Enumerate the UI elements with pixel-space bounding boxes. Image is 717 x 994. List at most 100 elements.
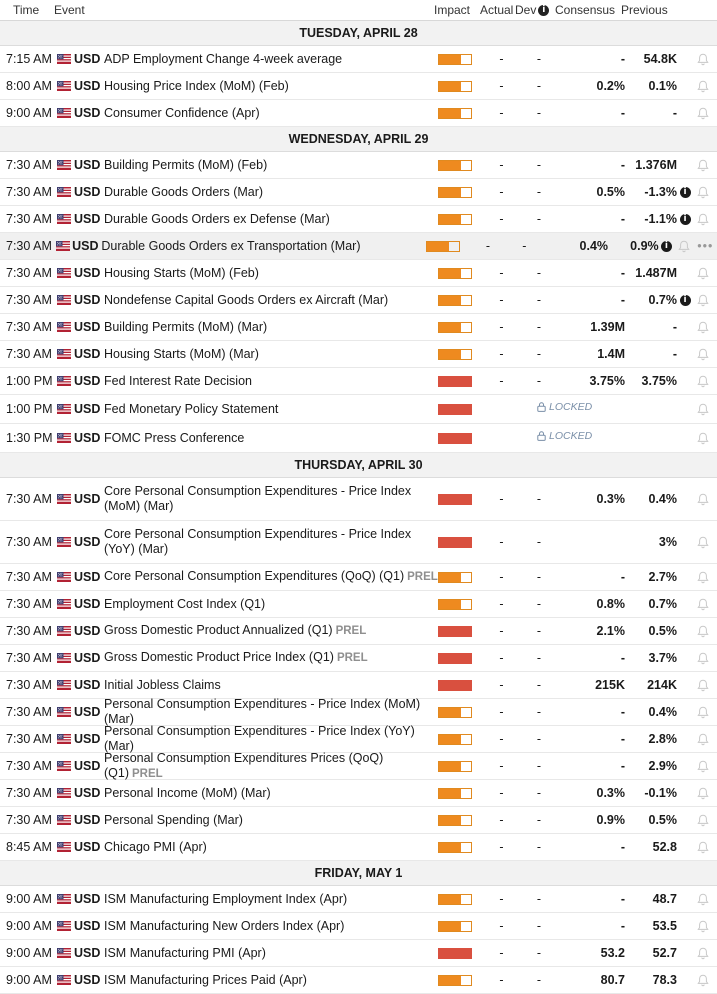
bell-icon[interactable] xyxy=(693,947,713,960)
header-consensus[interactable]: Consensus xyxy=(555,3,616,17)
event-row[interactable]: 8:00 AM USD Housing Price Index (MoM) (Feb… xyxy=(0,73,717,100)
bell-icon[interactable] xyxy=(693,814,713,827)
event-name-cell[interactable]: Building Permits (MoM) (Mar) xyxy=(102,320,438,335)
event-row[interactable]: 7:30 AM USD Housing Starts (MoM) (Feb) - - -1… xyxy=(0,260,717,287)
event-name-cell[interactable]: Gross Domestic Product Price Index (Q1) P… xyxy=(102,650,438,666)
event-name-cell[interactable]: Personal Consumption Expenditures - Pric… xyxy=(102,724,438,754)
bell-icon[interactable] xyxy=(693,107,713,120)
event-name[interactable]: ISM Manufacturing PMI (Apr) xyxy=(104,945,266,960)
header-dev[interactable]: Dev i xyxy=(515,3,555,17)
info-icon[interactable]: i xyxy=(679,213,691,225)
bell-icon[interactable] xyxy=(693,893,713,906)
event-name[interactable]: Core Personal Consumption Expenditures -… xyxy=(104,484,412,513)
info-icon[interactable]: i xyxy=(538,4,550,16)
bell-icon[interactable] xyxy=(693,348,713,361)
event-name[interactable]: Chicago PMI (Apr) xyxy=(104,839,207,854)
event-name-cell[interactable]: Personal Consumption Expenditures Prices… xyxy=(102,751,438,782)
bell-icon[interactable] xyxy=(693,294,713,307)
event-row[interactable]: 7:15 AM USD ADP Employment Change 4-week a… xyxy=(0,46,717,73)
bell-icon[interactable] xyxy=(693,80,713,93)
bell-icon[interactable] xyxy=(674,240,693,253)
event-row[interactable]: 7:30 AM USD Durable Goods Orders ex Defens… xyxy=(0,206,717,233)
event-row[interactable]: 7:30 AM USD Core Personal Consumption Expe… xyxy=(0,478,717,521)
bell-icon[interactable] xyxy=(693,625,713,638)
event-name-cell[interactable]: Consumer Confidence (Apr) xyxy=(102,106,438,121)
event-row[interactable]: 7:30 AM USD Employment Cost Index (Q1) - - 0.… xyxy=(0,591,717,618)
event-name-cell[interactable]: Building Permits (MoM) (Feb) xyxy=(102,158,438,173)
bell-icon[interactable] xyxy=(693,841,713,854)
event-row[interactable]: 9:00 AM USD ISM Manufacturing New Orders I… xyxy=(0,913,717,940)
event-row[interactable]: 9:00 AM USD ISM Manufacturing Employment I… xyxy=(0,886,717,913)
event-name[interactable]: ADP Employment Change 4-week average xyxy=(104,51,343,66)
bell-icon[interactable] xyxy=(693,159,713,172)
event-row[interactable]: 7:30 AM USD Building Permits (MoM) (Feb) - -… xyxy=(0,152,717,179)
bell-icon[interactable] xyxy=(693,974,713,987)
event-name[interactable]: Gross Domestic Product Annualized (Q1) xyxy=(104,623,333,637)
event-name-cell[interactable]: Personal Income (MoM) (Mar) xyxy=(102,786,438,801)
header-previous[interactable]: Previous xyxy=(621,3,668,17)
info-icon[interactable]: i xyxy=(660,240,672,252)
header-actual[interactable]: Actual xyxy=(480,3,514,17)
event-name-cell[interactable]: Housing Price Index (MoM) (Feb) xyxy=(102,79,438,94)
event-name-cell[interactable]: Core Personal Consumption Expenditures (… xyxy=(102,569,438,585)
event-row[interactable]: 8:45 AM USD Chicago PMI (Apr) - - - 52.8 xyxy=(0,834,717,861)
event-row[interactable]: 7:30 AM USD Personal Spending (Mar) - - 0.9% 0… xyxy=(0,807,717,834)
event-name[interactable]: Personal Consumption Expenditures - Pric… xyxy=(104,724,415,753)
event-row[interactable]: 1:00 PM USD Fed Monetary Policy Statement L… xyxy=(0,395,717,424)
bell-icon[interactable] xyxy=(693,375,713,388)
event-row[interactable]: 7:30 AM USD Core Personal Consumption Expe… xyxy=(0,521,717,564)
header-event[interactable]: Event xyxy=(54,3,85,17)
event-row[interactable]: 7:30 AM USD Initial Jobless Claims - - 215K 21… xyxy=(0,672,717,699)
bell-icon[interactable] xyxy=(693,679,713,692)
info-icon[interactable]: i xyxy=(679,186,691,198)
event-name[interactable]: ISM Manufacturing Employment Index (Apr) xyxy=(104,891,348,906)
event-name[interactable]: Fed Interest Rate Decision xyxy=(104,373,252,388)
event-name-cell[interactable]: Initial Jobless Claims xyxy=(102,678,438,693)
event-row[interactable]: 7:30 AM USD Housing Starts (MoM) (Mar) - - 1.… xyxy=(0,341,717,368)
event-row[interactable]: 7:30 AM USD Nondefense Capital Goods Order… xyxy=(0,287,717,314)
bell-icon[interactable] xyxy=(693,493,713,506)
event-name-cell[interactable]: Fed Monetary Policy Statement xyxy=(102,402,438,417)
bell-icon[interactable] xyxy=(693,787,713,800)
event-name[interactable]: ISM Manufacturing New Orders Index (Apr) xyxy=(104,918,345,933)
info-icon[interactable]: i xyxy=(679,294,691,306)
event-name[interactable]: Personal Consumption Expenditures - Pric… xyxy=(104,697,421,726)
event-row[interactable]: 9:00 AM USD Consumer Confidence (Apr) - - - - xyxy=(0,100,717,127)
event-name[interactable]: Durable Goods Orders ex Transportation (… xyxy=(101,238,361,253)
event-name[interactable]: Initial Jobless Claims xyxy=(104,677,221,692)
event-name-cell[interactable]: Core Personal Consumption Expenditures -… xyxy=(102,484,438,514)
event-name-cell[interactable]: ISM Manufacturing Employment Index (Apr) xyxy=(102,892,438,907)
event-name[interactable]: Employment Cost Index (Q1) xyxy=(104,596,266,611)
event-row[interactable]: 7:30 AM USD Core Personal Consumption Expe… xyxy=(0,564,717,591)
event-name[interactable]: Personal Income (MoM) (Mar) xyxy=(104,785,271,800)
event-row[interactable]: 7:30 AM USD Personal Income (MoM) (Mar) - -0… xyxy=(0,780,717,807)
event-name[interactable]: Core Personal Consumption Expenditures -… xyxy=(104,527,412,556)
bell-icon[interactable] xyxy=(693,432,713,445)
event-row[interactable]: 7:30 AM USD Durable Goods Orders ex Transp… xyxy=(0,233,717,260)
bell-icon[interactable] xyxy=(693,706,713,719)
event-name[interactable]: Gross Domestic Product Price Index (Q1) xyxy=(104,650,334,664)
event-name[interactable]: Building Permits (MoM) (Mar) xyxy=(104,319,268,334)
event-row[interactable]: 7:30 AM USD Personal Consumption Expenditu… xyxy=(0,751,717,782)
event-name[interactable]: Nondefense Capital Goods Orders ex Aircr… xyxy=(104,292,389,307)
event-name-cell[interactable]: Personal Spending (Mar) xyxy=(102,813,438,828)
event-name-cell[interactable]: Core Personal Consumption Expenditures -… xyxy=(102,527,438,557)
event-name-cell[interactable]: Nondefense Capital Goods Orders ex Aircr… xyxy=(102,293,438,308)
locked-badge[interactable]: LOCKED xyxy=(537,430,592,442)
event-row[interactable]: 7:30 AM USD Durable Goods Orders (Mar) - - 0.… xyxy=(0,179,717,206)
bell-icon[interactable] xyxy=(693,267,713,280)
header-impact[interactable]: Impact xyxy=(434,3,471,17)
event-name[interactable]: FOMC Press Conference xyxy=(104,430,245,445)
event-name[interactable]: Fed Monetary Policy Statement xyxy=(104,401,279,416)
bell-icon[interactable] xyxy=(693,186,713,199)
event-name[interactable]: Core Personal Consumption Expenditures (… xyxy=(104,569,405,583)
event-row[interactable]: 7:30 AM USD Building Permits (MoM) (Mar) - -… xyxy=(0,314,717,341)
bell-icon[interactable] xyxy=(693,733,713,746)
bell-icon[interactable] xyxy=(693,213,713,226)
event-name[interactable]: Housing Price Index (MoM) (Feb) xyxy=(104,78,289,93)
event-name[interactable]: Personal Spending (Mar) xyxy=(104,812,243,827)
event-name-cell[interactable]: Fed Interest Rate Decision xyxy=(102,374,438,389)
bell-icon[interactable] xyxy=(693,536,713,549)
header-time[interactable]: Time xyxy=(13,3,40,17)
bell-icon[interactable] xyxy=(693,321,713,334)
